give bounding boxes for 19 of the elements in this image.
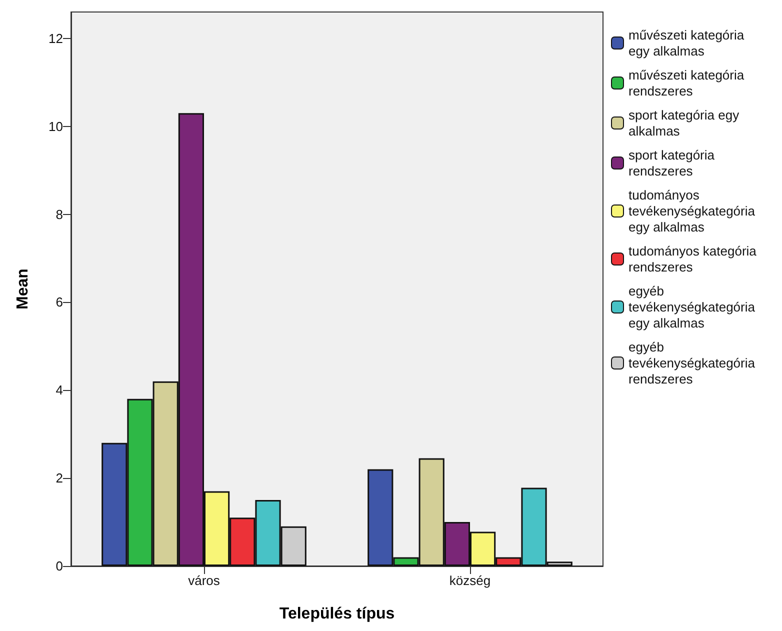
y-tick-label: 4 bbox=[56, 382, 63, 398]
legend-label: tudományos tevékenységkategória egy alkalmas bbox=[628, 188, 759, 234]
legend-label: művészeti kategória egy alkalmas bbox=[628, 28, 748, 58]
y-tick-label: 10 bbox=[48, 118, 63, 134]
x-tick-label: község bbox=[449, 573, 491, 588]
x-axis-title: Település típus bbox=[279, 606, 395, 622]
legend-label: egyéb tevékenységkategória rendszeres bbox=[628, 340, 759, 386]
legend-label: egyéb tevékenységkategória egy alkalmas bbox=[628, 284, 759, 330]
legend-label: sport kategória egy alkalmas bbox=[628, 108, 743, 138]
y-tick-label: 8 bbox=[56, 206, 63, 222]
legend-label: művészeti kategória rendszeres bbox=[628, 68, 748, 98]
x-tick-label: város bbox=[188, 573, 220, 588]
y-tick-label: 0 bbox=[56, 558, 63, 574]
legend-label: tudományos kategória rendszeres bbox=[628, 244, 760, 274]
y-axis-title: Mean bbox=[14, 268, 32, 310]
y-tick-label: 6 bbox=[56, 294, 63, 310]
legend-label: sport kategória rendszeres bbox=[628, 148, 718, 178]
y-tick-label: 2 bbox=[56, 470, 63, 486]
y-tick-label: 12 bbox=[48, 30, 63, 46]
